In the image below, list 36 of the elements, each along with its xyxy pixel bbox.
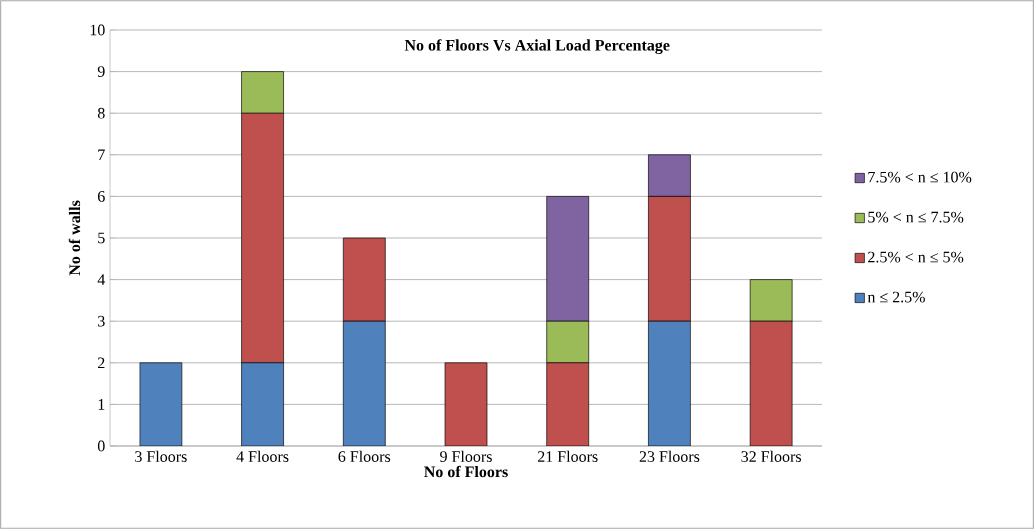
x-tick-label: 21 Floors — [537, 450, 598, 462]
x-axis-title: No of Floors — [424, 465, 508, 478]
bar — [139, 362, 183, 446]
bar — [648, 196, 691, 322]
bar — [241, 362, 284, 446]
x-tick-label: 3 Floors — [135, 450, 187, 462]
bar — [648, 154, 691, 197]
y-axis-title: No of walls — [68, 200, 81, 276]
legend-label: 5% < n ≤ 7.5% — [868, 211, 964, 223]
legend-label: 7.5% < n ≤ 10% — [868, 171, 972, 183]
y-tick-label: 2 — [98, 357, 105, 369]
x-tick-label: 23 Floors — [639, 450, 700, 462]
y-tick-label: 3 — [98, 315, 105, 327]
x-tick-label: 9 Floors — [440, 450, 492, 462]
bar — [648, 320, 691, 446]
y-tick-label: 6 — [97, 191, 105, 202]
y-tick-label: 10 — [90, 24, 105, 36]
y-tick-label: 0 — [97, 440, 105, 452]
y-tick-label: 5 — [98, 232, 105, 244]
x-tick-label: 32 Floors — [741, 450, 802, 462]
bar — [444, 362, 488, 446]
x-tick-label: 4 Floors — [236, 450, 289, 462]
y-tick-label: 9 — [97, 66, 105, 77]
text: No of Floors Vs Axial Load Percentage — [404, 39, 670, 54]
legend-label: 2.5% < n ≤ 5% — [868, 251, 964, 263]
y-tick-label: 4 — [97, 274, 106, 285]
bar — [342, 320, 386, 446]
bar — [749, 320, 793, 446]
bar — [241, 112, 284, 364]
y-tick-label: 7 — [98, 149, 105, 161]
y-tick-label: 1 — [98, 399, 105, 410]
bar — [546, 362, 590, 446]
x-tick-label: 6 Floors — [338, 450, 391, 462]
legend-label: n ≤ 2.5% — [867, 291, 925, 303]
y-tick-label: 8 — [97, 107, 105, 119]
bar — [342, 237, 386, 322]
